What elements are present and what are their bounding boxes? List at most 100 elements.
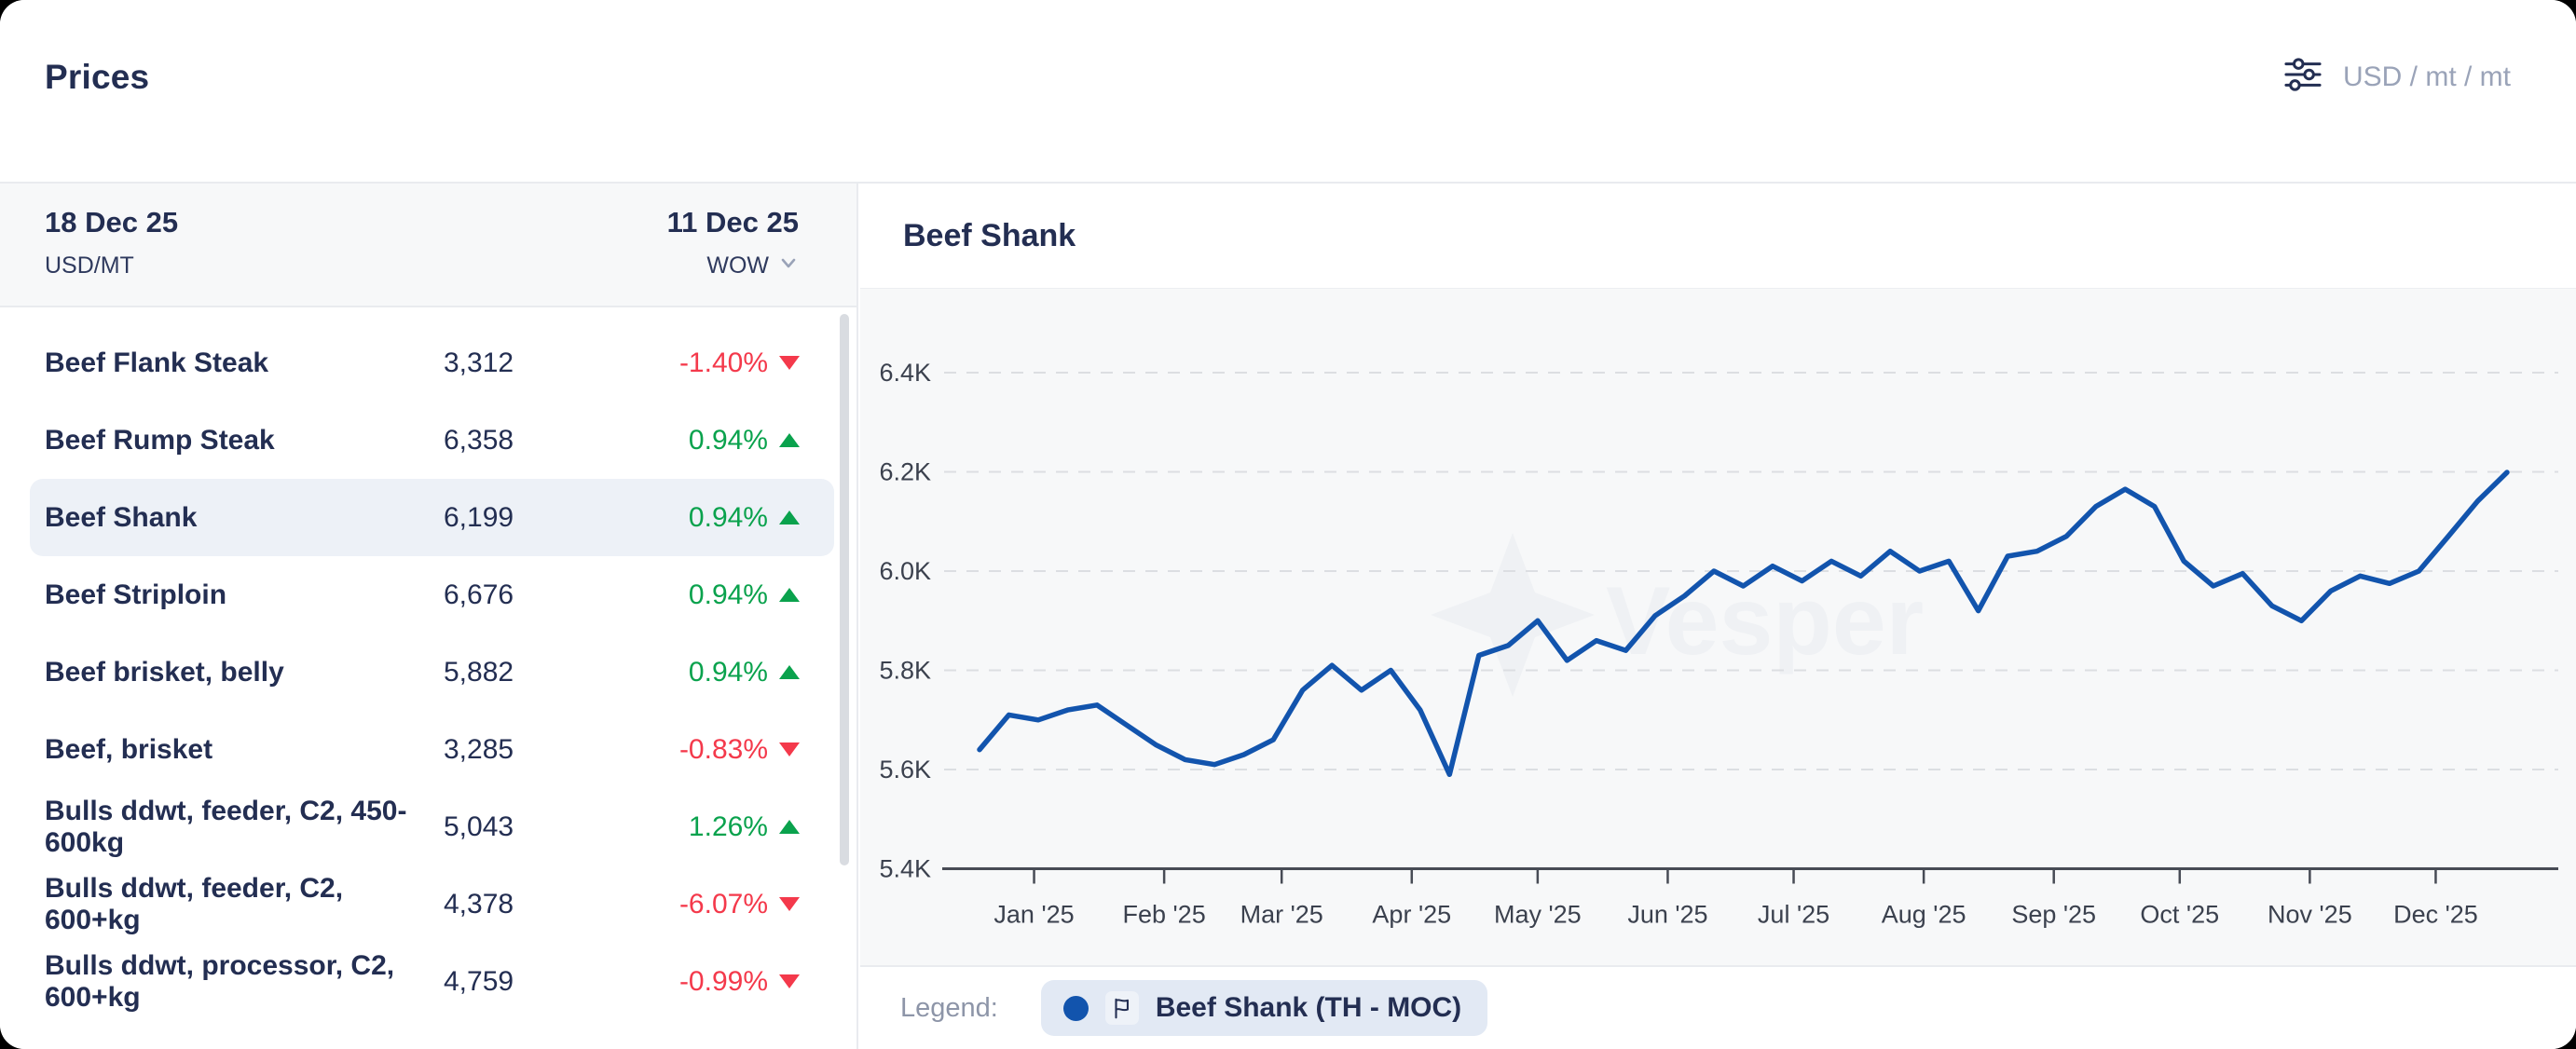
triangle-down-icon bbox=[779, 974, 800, 988]
svg-text:Vesper: Vesper bbox=[1606, 567, 1924, 675]
product-name: Beef, brisket bbox=[45, 733, 213, 765]
comparison-dropdown-label: WOW bbox=[706, 252, 769, 279]
scrollbar-thumb[interactable] bbox=[840, 314, 849, 865]
y-axis-tick-label: 6.2K bbox=[879, 458, 931, 486]
change-percent: 0.94% bbox=[688, 424, 768, 456]
unit-selector-label: USD / mt / mt bbox=[2343, 61, 2511, 92]
price-value: 6,199 bbox=[444, 501, 514, 533]
table-row[interactable]: Beef Rump Steak 6,358 0.94% bbox=[30, 402, 834, 479]
change-cell: 1.26% bbox=[658, 811, 800, 843]
change-percent: 0.94% bbox=[688, 656, 768, 688]
x-axis-tick-label: Nov '25 bbox=[2268, 901, 2352, 929]
x-axis-tick-label: Oct '25 bbox=[2140, 901, 2219, 929]
change-percent: 0.94% bbox=[688, 579, 768, 610]
table-row[interactable]: Beef Shank 6,199 0.94% bbox=[30, 479, 834, 556]
price-value: 3,312 bbox=[444, 347, 514, 378]
chart-title: Beef Shank bbox=[903, 217, 1076, 253]
x-axis-tick-label: Jul '25 bbox=[1758, 901, 1829, 929]
product-name: Beef Flank Steak bbox=[45, 347, 269, 378]
current-date-header: 18 Dec 25 bbox=[45, 206, 179, 238]
legend-bar: Legend: Beef Shank (TH - MOC) bbox=[860, 965, 2576, 1049]
y-axis-tick-label: 6.4K bbox=[879, 359, 931, 387]
table-row[interactable]: Beef Striploin 6,676 0.94% bbox=[30, 556, 834, 633]
triangle-down-icon bbox=[779, 897, 800, 911]
product-name: Bulls ddwt, feeder, C2, 450-600kg bbox=[45, 795, 407, 858]
triangle-up-icon bbox=[779, 820, 800, 834]
legend-series-name: Beef Shank (TH - MOC) bbox=[1155, 992, 1462, 1023]
flag-icon bbox=[1104, 991, 1139, 1025]
y-axis-tick-label: 5.4K bbox=[879, 855, 931, 883]
price-value: 5,043 bbox=[444, 811, 514, 842]
price-table-panel: 18 Dec 25 USD/MT 11 Dec 25 WOW B bbox=[0, 184, 858, 1049]
triangle-down-icon bbox=[779, 356, 800, 370]
price-value: 6,358 bbox=[444, 424, 514, 456]
page-title: Prices bbox=[45, 57, 150, 96]
price-value: 3,285 bbox=[444, 733, 514, 765]
table-row[interactable]: Bulls ddwt, feeder, C2, 600+kg 4,378 -6.07… bbox=[30, 865, 834, 943]
table-row[interactable]: Bulls ddwt, processor, C2, 600+kg 4,759 -0… bbox=[30, 943, 834, 1020]
scrollbar-track bbox=[840, 314, 849, 1012]
line-chart-canvas: Vesper 6.4K 6.2K 6.0K 5.8K 5.6K 5.4K Jan '25 Feb… bbox=[879, 359, 2558, 929]
change-percent: 0.94% bbox=[688, 501, 768, 533]
chevron-down-icon bbox=[778, 252, 799, 279]
table-row[interactable]: Bulls ddwt, feeder, C2, 450-600kg 5,043 1.… bbox=[30, 788, 834, 865]
unit-header: USD/MT bbox=[45, 252, 134, 279]
top-bar: Prices bbox=[0, 0, 2576, 184]
x-axis-tick-label: Apr '25 bbox=[1372, 901, 1451, 929]
triangle-up-icon bbox=[779, 588, 800, 602]
chart-title-bar: Beef Shank bbox=[860, 184, 2576, 289]
unit-selector-button[interactable]: USD / mt / mt bbox=[2283, 57, 2511, 97]
change-cell: 0.94% bbox=[658, 579, 800, 611]
price-row-list: Beef Flank Steak 3,312 -1.40% Beef Rump Ste… bbox=[0, 307, 856, 1020]
change-cell: -6.07% bbox=[658, 889, 800, 920]
triangle-down-icon bbox=[779, 742, 800, 756]
table-row[interactable]: Beef brisket, belly 5,882 0.94% bbox=[30, 633, 834, 711]
triangle-up-icon bbox=[779, 665, 800, 679]
product-name: Bulls ddwt, feeder, C2, 600+kg bbox=[45, 872, 344, 935]
x-axis-tick-label: May '25 bbox=[1494, 901, 1582, 929]
chart-panel: Beef Shank Vesper 6.4K 6.2K 6.0K 5.8K 5.6K 5.4… bbox=[860, 184, 2576, 1049]
x-axis-tick-label: Feb '25 bbox=[1123, 901, 1206, 929]
x-axis-tick-label: Dec '25 bbox=[2393, 901, 2478, 929]
x-axis-tick-label: Aug '25 bbox=[1882, 901, 1966, 929]
triangle-up-icon bbox=[779, 511, 800, 524]
change-cell: -0.83% bbox=[658, 734, 800, 766]
table-row[interactable]: Beef, brisket 3,285 -0.83% bbox=[30, 711, 834, 788]
price-value: 5,882 bbox=[444, 656, 514, 688]
change-percent: 1.26% bbox=[688, 811, 768, 842]
comparison-dropdown[interactable]: WOW bbox=[667, 252, 799, 279]
change-cell: 0.94% bbox=[658, 425, 800, 456]
x-axis-tick-label: Mar '25 bbox=[1240, 901, 1323, 929]
triangle-up-icon bbox=[779, 433, 800, 447]
product-name: Beef brisket, belly bbox=[45, 656, 284, 688]
x-axis-tick-label: Jan '25 bbox=[993, 901, 1074, 929]
y-axis-tick-label: 5.6K bbox=[879, 756, 931, 783]
series-color-dot bbox=[1062, 995, 1089, 1021]
change-cell: -0.99% bbox=[658, 966, 800, 998]
sliders-filter-icon bbox=[2283, 57, 2323, 97]
y-axis-tick-label: 5.8K bbox=[879, 657, 931, 685]
previous-date-header: 11 Dec 25 bbox=[666, 206, 799, 238]
change-cell: -1.40% bbox=[658, 347, 800, 379]
product-name: Beef Shank bbox=[45, 501, 198, 533]
vesper-watermark: Vesper bbox=[1431, 533, 1924, 697]
price-value: 4,378 bbox=[444, 888, 514, 920]
product-name: Beef Rump Steak bbox=[45, 424, 275, 456]
change-percent: -6.07% bbox=[678, 888, 768, 920]
product-name: Beef Striploin bbox=[45, 579, 227, 610]
legend-label: Legend: bbox=[900, 992, 998, 1023]
x-axis-tick-label: Jun '25 bbox=[1627, 901, 1707, 929]
change-cell: 0.94% bbox=[658, 657, 800, 688]
change-percent: -0.83% bbox=[678, 733, 768, 765]
product-name: Bulls ddwt, processor, C2, 600+kg bbox=[45, 949, 395, 1013]
table-header: 18 Dec 25 USD/MT 11 Dec 25 WOW bbox=[0, 184, 856, 307]
legend-series-toggle[interactable]: Beef Shank (TH - MOC) bbox=[1040, 980, 1488, 1036]
table-row[interactable]: Beef Flank Steak 3,312 -1.40% bbox=[30, 324, 834, 402]
price-line-series bbox=[977, 470, 2510, 778]
chart-area: Vesper 6.4K 6.2K 6.0K 5.8K 5.6K 5.4K Jan '25 Feb… bbox=[860, 289, 2576, 965]
change-percent: -1.40% bbox=[678, 347, 768, 378]
price-value: 6,676 bbox=[444, 579, 514, 610]
x-axis-tick-label: Sep '25 bbox=[2011, 901, 2096, 929]
